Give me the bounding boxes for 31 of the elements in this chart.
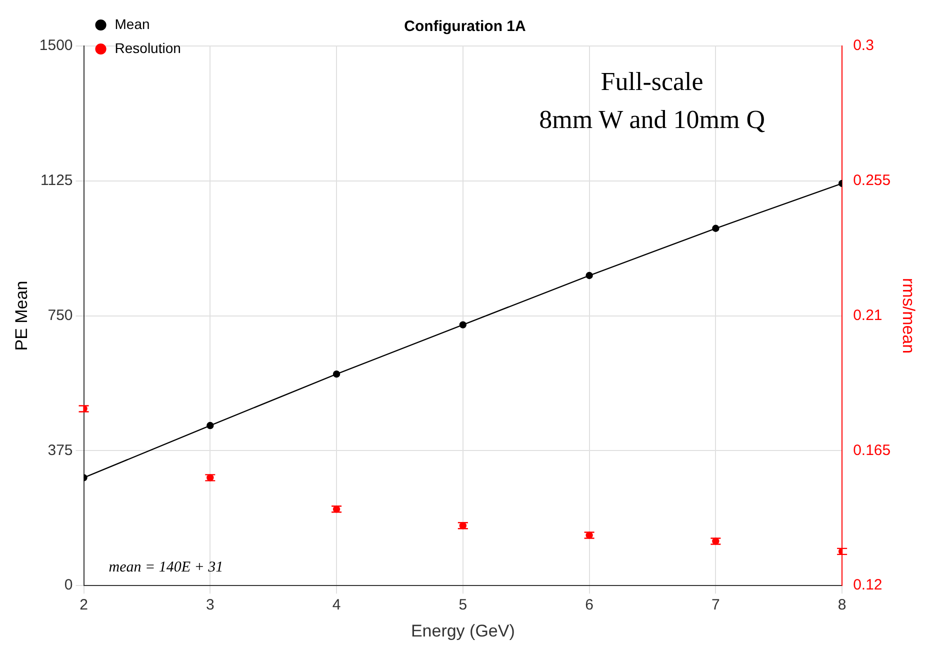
x-axis-title: Energy (GeV) [410,621,515,640]
x-tick-label: 7 [712,596,720,614]
point [586,272,593,280]
x-tick-label: 4 [332,596,341,614]
x-tick-label: 2 [80,596,88,614]
annotation: mean = 140E + 31 [108,560,224,576]
x-tick-label: 3 [206,596,214,614]
y2-tick-label: 0.21 [853,306,882,324]
point [332,370,340,378]
y2-axis-title: rms/mean [899,278,918,354]
point [206,422,214,430]
y-tick-label: 1500 [39,37,73,54]
legend-label: Resolution [114,40,181,56]
y-tick-label: 375 [48,442,73,459]
y2-tick-label: 0.12 [853,576,882,594]
chart-title: Configuration 1A [404,18,526,36]
y-tick-label: 0 [64,576,73,594]
point [712,224,720,232]
y-axis-title: PE Mean [12,280,31,351]
annotation: 8mm W and 10mm Q [539,105,766,134]
y2-tick-label: 0.165 [853,442,891,459]
y2-tick-label: 0.3 [853,37,874,54]
x-tick-label: 8 [838,596,846,614]
legend-label: Mean [114,16,150,32]
y2-tick-label: 0.255 [853,172,891,190]
y-tick-label: 750 [48,306,73,324]
x-tick-label: 5 [458,596,468,614]
point [459,321,467,328]
annotation: Full-scale [600,67,704,96]
y-tick-label: 1125 [40,172,73,190]
x-tick-label: 6 [585,596,594,614]
